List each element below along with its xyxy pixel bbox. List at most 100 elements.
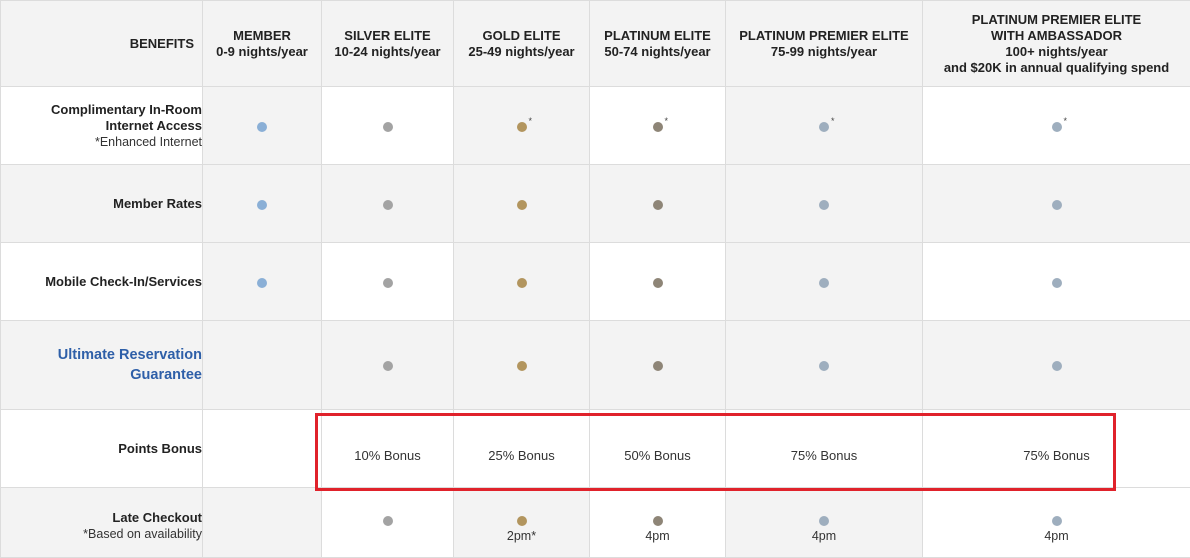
benefit-cell <box>590 165 726 243</box>
points-bonus-cell: 75% Bonus <box>923 410 1190 488</box>
benefit-included-dot-icon <box>383 278 393 288</box>
benefit-label-cell: Points Bonus <box>1 410 203 488</box>
asterisk-marker: * <box>1064 117 1068 126</box>
benefit-cell <box>454 321 590 410</box>
benefit-included-dot-icon <box>383 516 393 526</box>
tier-range: 100+ nights/year <box>923 44 1190 60</box>
benefit-label-cell: Late Checkout *Based on availability <box>1 488 203 558</box>
points-bonus-cell: 25% Bonus <box>454 410 590 488</box>
tier-name: PLATINUM PREMIER ELITE <box>726 28 922 44</box>
benefit-cell: * <box>726 87 923 165</box>
benefit-label: Mobile Check-In/Services <box>45 274 202 289</box>
benefit-cell <box>203 488 322 558</box>
benefit-row-member-rates: Member Rates <box>1 165 1190 243</box>
benefit-cell <box>322 321 454 410</box>
benefit-label: Late Checkout <box>112 510 202 525</box>
tier-extra: and $20K in annual qualifying spend <box>923 60 1190 76</box>
benefit-row-internet: Complimentary In-Room Internet Access *E… <box>1 87 1190 165</box>
tier-name: SILVER ELITE <box>322 28 453 44</box>
benefits-column-header: BENEFITS <box>1 1 203 87</box>
benefit-label-cell: Member Rates <box>1 165 203 243</box>
benefit-row-points-bonus: Points Bonus 10% Bonus 25% Bonus 50% Bon… <box>1 410 1190 488</box>
tier-range: 75-99 nights/year <box>726 44 922 60</box>
benefit-included-dot-icon <box>653 516 663 526</box>
benefit-included-dot-icon <box>819 361 829 371</box>
benefit-cell <box>590 243 726 321</box>
benefit-cell <box>726 243 923 321</box>
benefit-included-dot-icon <box>1052 200 1062 210</box>
points-bonus-value: 75% Bonus <box>791 434 858 463</box>
benefit-cell: 4pm <box>590 488 726 558</box>
benefit-included-dot-icon <box>383 200 393 210</box>
benefit-included-dot-icon: * <box>653 122 663 132</box>
benefit-included-dot-icon <box>653 200 663 210</box>
tier-name: PLATINUM PREMIER ELITE WITH AMBASSADOR <box>923 12 1190 44</box>
benefit-cell <box>590 321 726 410</box>
tier-range: 10-24 nights/year <box>322 44 453 60</box>
late-checkout-time: 4pm <box>923 529 1190 543</box>
benefit-cell <box>923 243 1190 321</box>
tier-range: 0-9 nights/year <box>203 44 321 60</box>
points-bonus-cell: 50% Bonus <box>590 410 726 488</box>
benefit-included-dot-icon <box>819 278 829 288</box>
benefit-included-dot-icon: * <box>1052 122 1062 132</box>
reservation-guarantee-link[interactable]: Ultimate Reservation Guarantee <box>42 345 202 385</box>
benefit-included-dot-icon <box>517 200 527 210</box>
benefit-footnote: *Enhanced Internet <box>1 134 202 150</box>
late-checkout-time: 2pm* <box>454 529 589 543</box>
benefit-cell: 4pm <box>726 488 923 558</box>
tier-name: GOLD ELITE <box>454 28 589 44</box>
benefit-included-dot-icon <box>1052 516 1062 526</box>
points-bonus-cell: 10% Bonus <box>322 410 454 488</box>
benefit-included-dot-icon <box>517 516 527 526</box>
benefit-cell: 4pm <box>923 488 1190 558</box>
benefit-row-mobile-check-in: Mobile Check-In/Services <box>1 243 1190 321</box>
benefit-included-dot-icon: * <box>819 122 829 132</box>
late-checkout-time: 4pm <box>726 529 922 543</box>
benefits-comparison: BENEFITS MEMBER 0-9 nights/year SILVER E… <box>0 0 1190 546</box>
benefit-cell <box>203 165 322 243</box>
points-bonus-cell: 75% Bonus <box>726 410 923 488</box>
benefit-cell <box>726 165 923 243</box>
tier-name: MEMBER <box>203 28 321 44</box>
benefit-label: Complimentary In-Room Internet Access <box>51 102 202 133</box>
points-bonus-value: 75% Bonus <box>1023 434 1090 463</box>
benefit-included-dot-icon <box>383 361 393 371</box>
benefit-included-dot-icon <box>1052 278 1062 288</box>
benefit-label: Points Bonus <box>118 441 202 456</box>
benefit-cell <box>454 243 590 321</box>
tier-range: 25-49 nights/year <box>454 44 589 60</box>
benefit-included-dot-icon <box>653 278 663 288</box>
late-checkout-time: 4pm <box>590 529 725 543</box>
benefit-footnote: *Based on availability <box>1 526 202 542</box>
benefit-included-dot-icon <box>517 361 527 371</box>
benefit-label: Member Rates <box>113 196 202 211</box>
benefit-cell <box>454 165 590 243</box>
benefit-cell <box>203 87 322 165</box>
tier-header-ambassador: PLATINUM PREMIER ELITE WITH AMBASSADOR 1… <box>923 1 1190 87</box>
benefit-included-dot-icon <box>819 516 829 526</box>
benefit-cell: * <box>590 87 726 165</box>
points-bonus-value: 50% Bonus <box>624 434 691 463</box>
benefit-included-dot-icon <box>257 122 267 132</box>
header-row: BENEFITS MEMBER 0-9 nights/year SILVER E… <box>1 1 1190 87</box>
benefit-included-dot-icon: * <box>517 122 527 132</box>
benefit-included-dot-icon <box>383 122 393 132</box>
benefit-included-dot-icon <box>517 278 527 288</box>
asterisk-marker: * <box>831 117 835 126</box>
tier-header-silver: SILVER ELITE 10-24 nights/year <box>322 1 454 87</box>
asterisk-marker: * <box>665 117 669 126</box>
tier-header-platinum-premier: PLATINUM PREMIER ELITE 75-99 nights/year <box>726 1 923 87</box>
benefit-cell <box>203 321 322 410</box>
benefit-label-cell: Complimentary In-Room Internet Access *E… <box>1 87 203 165</box>
benefit-label-cell: Ultimate Reservation Guarantee <box>1 321 203 410</box>
benefit-included-dot-icon <box>819 200 829 210</box>
tier-header-gold: GOLD ELITE 25-49 nights/year <box>454 1 590 87</box>
benefit-cell: * <box>454 87 590 165</box>
benefit-cell <box>923 165 1190 243</box>
benefit-cell: 2pm* <box>454 488 590 558</box>
benefit-cell <box>322 488 454 558</box>
benefit-included-dot-icon <box>653 361 663 371</box>
benefit-cell: * <box>923 87 1190 165</box>
tier-header-member: MEMBER 0-9 nights/year <box>203 1 322 87</box>
